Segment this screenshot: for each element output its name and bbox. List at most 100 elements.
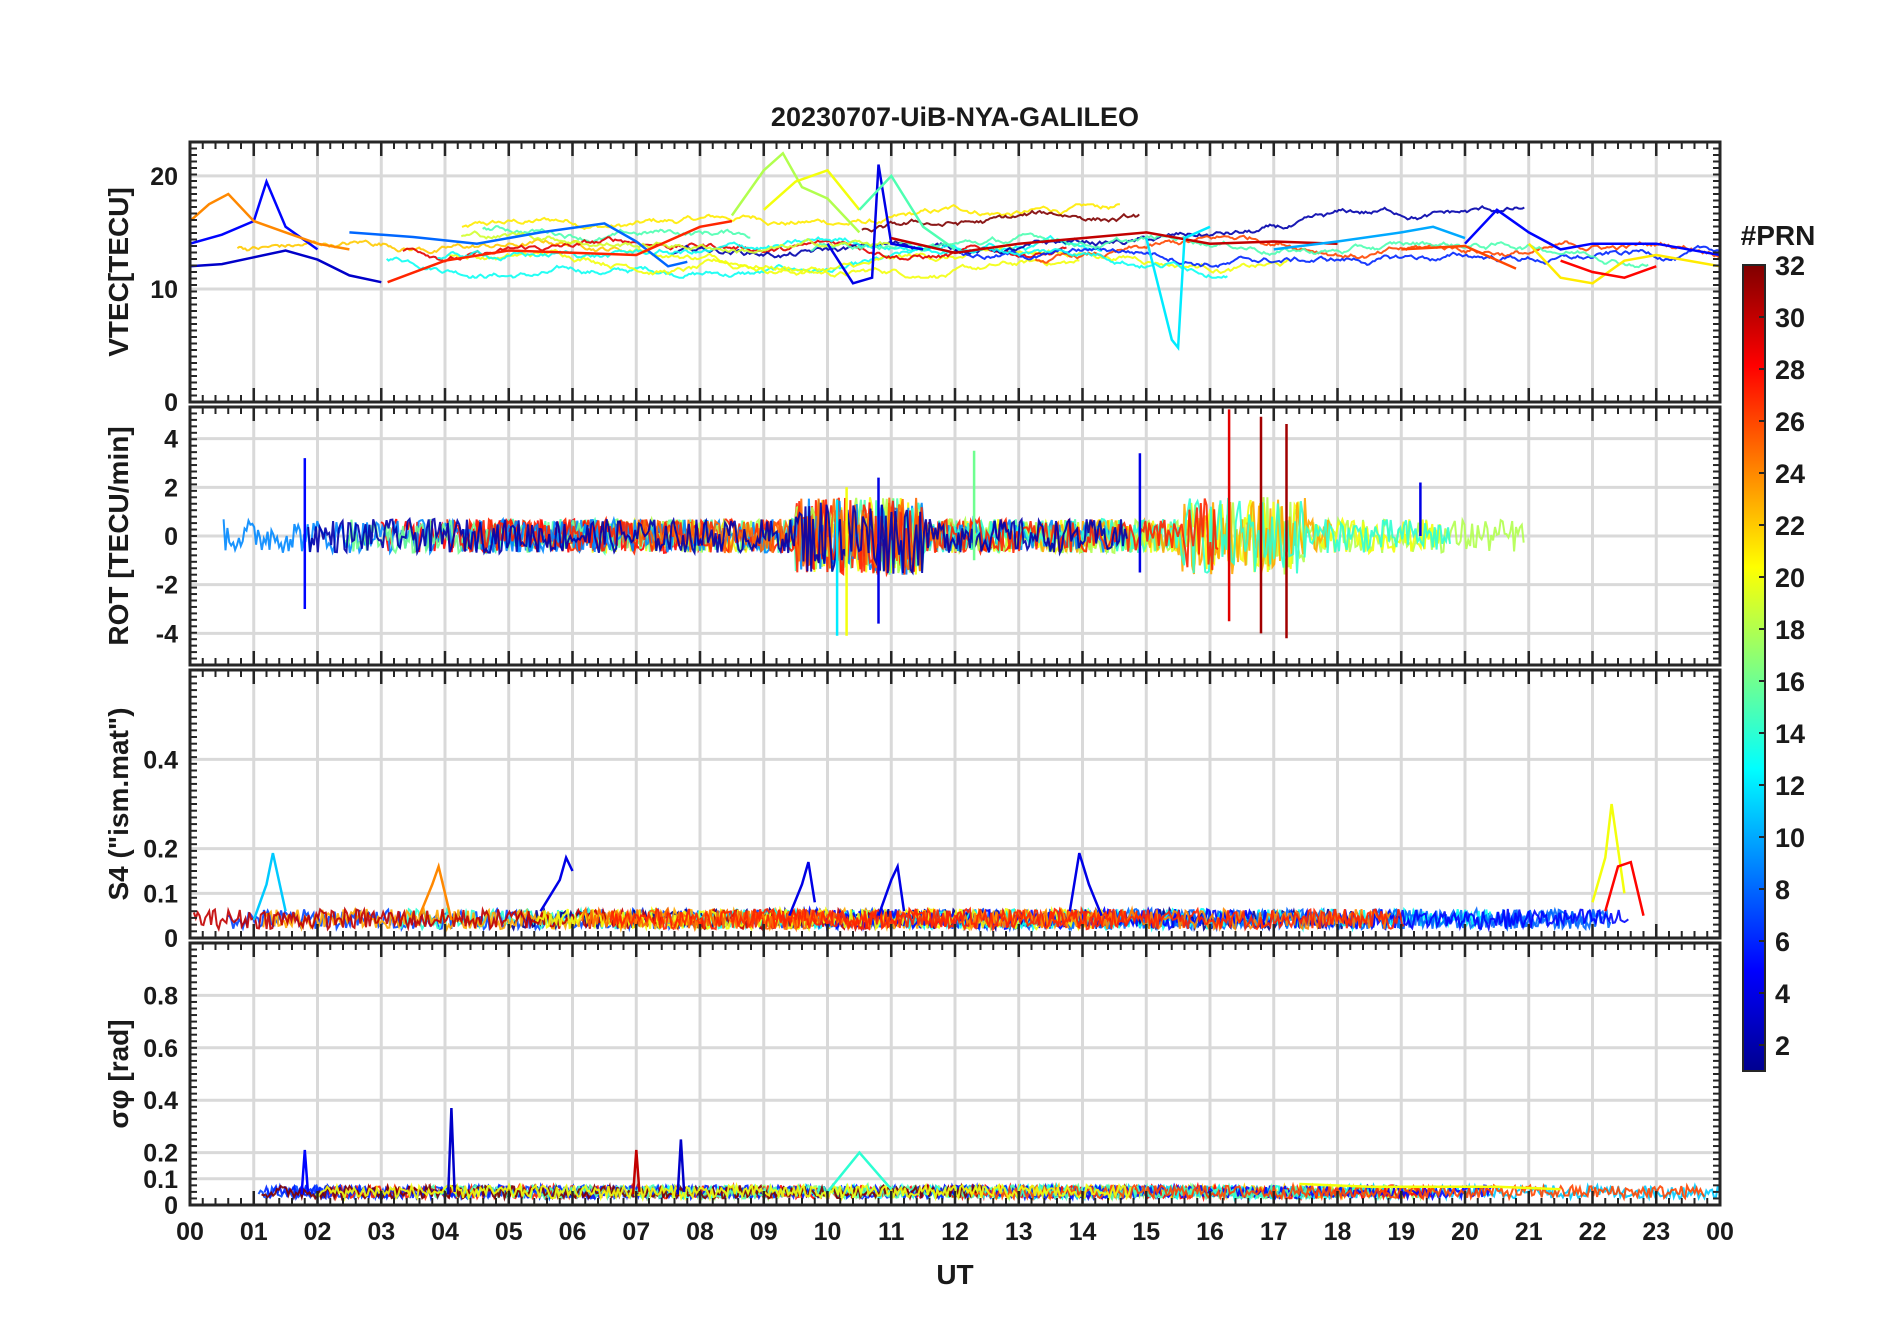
trace-line bbox=[447, 243, 1290, 276]
y-tick-label: 0 bbox=[164, 1192, 178, 1220]
panel-s4: 0 0.1 0.2 0.4 S4 ("ism.mat") bbox=[103, 668, 1722, 953]
x-tick-label: 15 bbox=[1132, 1218, 1160, 1246]
trace-line bbox=[236, 238, 622, 255]
series-line bbox=[300, 1149, 310, 1195]
trace-line bbox=[446, 497, 1219, 577]
x-tick-label: 12 bbox=[941, 1218, 969, 1246]
series-line bbox=[190, 249, 382, 284]
colorbar-tick-label: 30 bbox=[1775, 303, 1805, 333]
x-tick-label: 14 bbox=[1069, 1218, 1097, 1246]
y-tick-label: -2 bbox=[156, 572, 178, 600]
series-line bbox=[1464, 208, 1720, 257]
y-tick-label: 10 bbox=[150, 276, 178, 304]
x-tick-label: 01 bbox=[240, 1218, 268, 1246]
x-tick-label: 00 bbox=[176, 1218, 204, 1246]
series-line bbox=[826, 164, 924, 285]
x-tick-label: 06 bbox=[559, 1218, 587, 1246]
colorbar-tick-label: 8 bbox=[1775, 875, 1790, 905]
x-axis: 00 01 02 03 04 05 06 07 08 09 10 11 12 13 14 15 16 17 18 19… bbox=[176, 1218, 1734, 1246]
colorbar-title: #PRN bbox=[1741, 220, 1816, 251]
trace-line bbox=[461, 203, 1120, 231]
series-line bbox=[1527, 242, 1720, 285]
colorbar-tick-label: 22 bbox=[1775, 511, 1805, 541]
trace-line bbox=[314, 1181, 1132, 1203]
series-line bbox=[1145, 225, 1211, 352]
series-line bbox=[891, 231, 1338, 255]
series-line bbox=[418, 862, 453, 921]
colorbar-tick-label: 10 bbox=[1775, 823, 1805, 853]
x-tick-label: 13 bbox=[1005, 1218, 1033, 1246]
colorbar-tick-label: 16 bbox=[1775, 667, 1805, 697]
x-tick-label: 09 bbox=[750, 1218, 778, 1246]
series-line bbox=[788, 861, 817, 917]
series-line bbox=[1273, 225, 1466, 251]
series-line bbox=[1401, 244, 1517, 270]
colorbar-tick-label: 18 bbox=[1775, 615, 1805, 645]
x-tick-label: 22 bbox=[1579, 1218, 1607, 1246]
series-line bbox=[1560, 259, 1657, 279]
colorbar-tick-label: 12 bbox=[1775, 771, 1805, 801]
series-line bbox=[349, 222, 688, 268]
axes-frame bbox=[188, 941, 1722, 1207]
trace-line bbox=[810, 232, 1649, 269]
trace-line bbox=[482, 225, 751, 244]
y-tick-label: 20 bbox=[150, 163, 178, 191]
colorbar-gradient bbox=[1742, 264, 1766, 1072]
axes-frame bbox=[188, 668, 1722, 940]
colorbar-tick-label: 4 bbox=[1775, 979, 1790, 1009]
trace-line bbox=[307, 502, 1128, 576]
x-tick-label: 05 bbox=[495, 1218, 523, 1246]
figure-title: 20230707-UiB-NYA-GALILEO bbox=[771, 102, 1139, 132]
y-tick-label: 0.4 bbox=[143, 1087, 178, 1115]
x-tick-label: 21 bbox=[1515, 1218, 1543, 1246]
panel-rot: -4 -2 0 2 4 ROT [TECU/min] bbox=[103, 405, 1722, 667]
series-line bbox=[676, 1139, 686, 1195]
series-group bbox=[190, 151, 1720, 352]
series-line bbox=[858, 173, 956, 251]
x-tick-label: 04 bbox=[431, 1218, 459, 1246]
series-line bbox=[1591, 803, 1626, 903]
trace-line bbox=[536, 905, 1112, 932]
colorbar-tick-label: 6 bbox=[1775, 927, 1790, 957]
trace-line bbox=[1034, 234, 1720, 264]
series-line bbox=[877, 862, 906, 917]
x-tick-label: 07 bbox=[622, 1218, 650, 1246]
trace-line bbox=[609, 906, 1405, 933]
colorbar-tick-label: 24 bbox=[1775, 459, 1805, 489]
series-line bbox=[252, 852, 287, 921]
series-group bbox=[192, 803, 1645, 933]
axes-frame bbox=[188, 405, 1722, 667]
series-line bbox=[190, 178, 319, 251]
series-line bbox=[631, 1149, 641, 1195]
series-line bbox=[190, 192, 350, 251]
x-tick-label: 17 bbox=[1260, 1218, 1288, 1246]
y-axis-label: σφ [rad] bbox=[103, 1019, 134, 1128]
y-tick-label: 0.2 bbox=[143, 836, 178, 864]
series-line bbox=[1604, 860, 1645, 916]
panel-sigma-phi: 00.10.2 0.4 0.6 0.8 σφ [rad] bbox=[103, 941, 1722, 1220]
x-tick-label: 16 bbox=[1196, 1218, 1224, 1246]
colorbar-tick-label: 2 bbox=[1775, 1031, 1790, 1061]
series-line bbox=[1299, 1182, 1561, 1191]
series-line bbox=[539, 854, 574, 912]
x-tick-label: 19 bbox=[1387, 1218, 1415, 1246]
trace-line bbox=[580, 906, 845, 933]
y-tick-label: 2 bbox=[164, 474, 178, 502]
x-tick-label: 02 bbox=[304, 1218, 332, 1246]
y-tick-label: 0.8 bbox=[143, 982, 178, 1010]
x-tick-label: 00 bbox=[1706, 1218, 1734, 1246]
panel-vtec: 0 10 20 VTEC[TECU] bbox=[103, 140, 1722, 417]
series-line bbox=[762, 168, 861, 211]
y-tick-label: 0 bbox=[164, 925, 178, 953]
series-line bbox=[826, 1150, 893, 1193]
colorbar-tick-label: 26 bbox=[1775, 407, 1805, 437]
x-tick-label: 08 bbox=[686, 1218, 714, 1246]
y-tick-label: 0.6 bbox=[143, 1035, 178, 1063]
colorbar-tick-label: 14 bbox=[1775, 719, 1805, 749]
colorbar-tick-label: 20 bbox=[1775, 563, 1805, 593]
axes-frame bbox=[188, 140, 1722, 404]
series-line bbox=[730, 151, 861, 234]
series-group bbox=[222, 409, 1525, 639]
y-tick-label: 0 bbox=[164, 523, 178, 551]
